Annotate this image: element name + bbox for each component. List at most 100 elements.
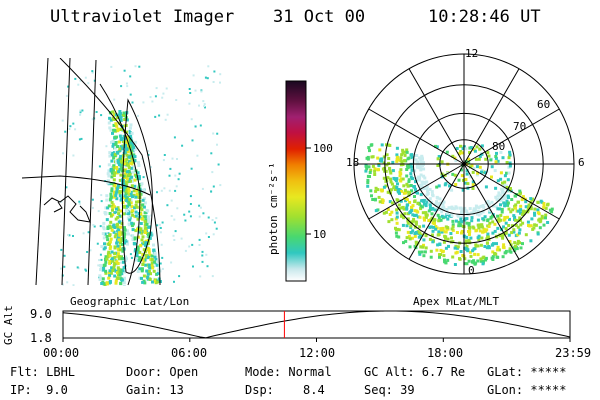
noise-pixel [63, 254, 66, 257]
aurora-pixel [111, 206, 115, 210]
aurora-pixel [112, 117, 116, 121]
aurora-pixel [120, 278, 124, 282]
aurora-pixel [106, 206, 110, 210]
cap-pixel [487, 154, 491, 158]
oval-pixel [529, 239, 533, 243]
aurora-pixel [120, 209, 123, 213]
oval-pixel [423, 250, 427, 254]
noise-pixel [85, 269, 88, 272]
noise-pixel [61, 283, 64, 286]
oval-pixel [382, 155, 386, 159]
oval-pixel [524, 210, 527, 214]
noise-pixel [188, 88, 191, 90]
oval-pixel [460, 215, 463, 219]
oval-pixel [388, 213, 392, 216]
oval-pixel [410, 156, 414, 160]
time-tick-0600: 06:00 [171, 346, 208, 360]
oval-pixel [463, 262, 467, 266]
oval-pixel [402, 207, 406, 211]
oval-pixel [438, 255, 441, 259]
oval-pixel [426, 192, 430, 195]
oval-pixel [422, 243, 425, 247]
oval-pixel [425, 198, 429, 202]
oval-pixel [550, 210, 554, 214]
aurora-pixel [116, 128, 120, 132]
noise-pixel [165, 87, 168, 90]
aurora-pixel [112, 141, 116, 145]
aurora-pixel [147, 233, 150, 236]
noise-pixel [168, 189, 171, 192]
aurora-pixel [106, 255, 110, 259]
aurora-pixel [105, 235, 109, 238]
noise-pixel [119, 261, 122, 264]
noise-pixel [190, 118, 193, 121]
oval-pixel [446, 211, 450, 215]
glon-status: GLon: ***** [487, 383, 567, 397]
oval-pixel [482, 205, 486, 209]
oval-pixel [440, 228, 443, 232]
oval-pixel [430, 233, 434, 237]
aurora-pixel [139, 243, 143, 247]
aurora-pixel [105, 194, 109, 198]
aurora-pixel [147, 220, 151, 224]
aurora-pixel [98, 274, 102, 278]
oval-pixel [407, 178, 411, 182]
oval-pixel [366, 181, 370, 185]
oval-pixel [513, 204, 517, 208]
map-grid-line [61, 58, 71, 286]
oval-pixel [501, 191, 505, 195]
aurora-pixel [121, 260, 125, 264]
oval-pixel [469, 254, 473, 258]
aurora-pixel [122, 111, 126, 115]
noise-pixel [84, 268, 87, 271]
aurora-pixel [140, 208, 144, 212]
aurora-pixel [123, 118, 127, 121]
aurora-pixel [125, 180, 129, 184]
cap-pixel [436, 164, 440, 167]
oval-pixel [445, 208, 449, 211]
aurora-pixel [150, 264, 154, 267]
oval-pixel [483, 245, 487, 248]
oval-pixel [377, 164, 381, 168]
noise-pixel [166, 113, 169, 116]
aurora-pixel [121, 140, 125, 143]
aurora-pixel [121, 113, 125, 117]
aurora-pixel [120, 239, 124, 243]
oval-pixel [407, 193, 411, 197]
aurora-pixel [134, 210, 138, 214]
aurora-pixel [125, 199, 129, 202]
oval-pixel [458, 257, 461, 261]
oval-pixel [496, 255, 500, 259]
oval-pixel [400, 177, 403, 181]
noise-pixel [162, 159, 165, 162]
noise-pixel [113, 98, 116, 101]
oval-pixel [510, 198, 514, 201]
cap-pixel [508, 153, 512, 157]
aurora-pixel [123, 194, 127, 198]
cap-pixel [499, 177, 503, 181]
aurora-pixel [114, 233, 118, 236]
oval-pixel [396, 182, 399, 186]
oval-pixel [449, 232, 453, 235]
cap-pixel [503, 174, 507, 178]
oval-pixel [399, 172, 403, 176]
mlt-label-12: 12 [465, 47, 479, 60]
aurora-pixel [112, 223, 116, 227]
noise-pixel [204, 76, 207, 79]
oval-pixel [455, 206, 459, 210]
noise-pixel [67, 85, 70, 88]
aurora-pixel [140, 276, 143, 280]
oval-pixel [402, 216, 406, 220]
noise-pixel [203, 105, 206, 108]
aurora-pixel [106, 252, 110, 256]
oval-pixel [476, 236, 480, 240]
cap-pixel [508, 164, 512, 168]
aurora-pixel [113, 128, 117, 132]
aurora-pixel [109, 237, 113, 241]
noise-pixel [118, 218, 121, 221]
aurora-pixel [135, 192, 139, 196]
oval-pixel [519, 223, 523, 227]
aurora-pixel [143, 229, 147, 233]
oval-pixel [500, 207, 504, 211]
aurora-pixel [127, 212, 131, 216]
